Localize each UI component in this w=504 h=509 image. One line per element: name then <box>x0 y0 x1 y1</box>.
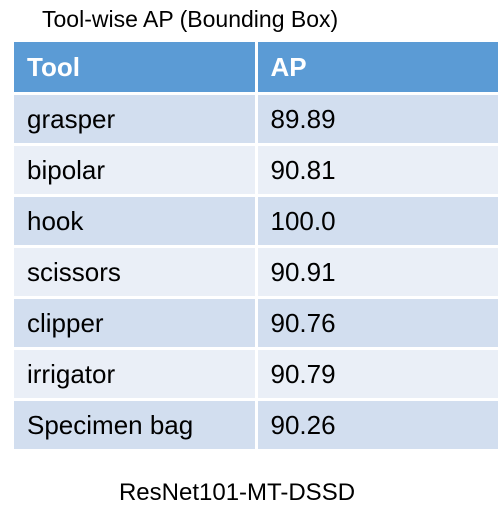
table-row: irrigator 90.79 <box>14 348 498 401</box>
tool-name-cell: Specimen bag <box>14 399 258 452</box>
table-title: Tool-wise AP (Bounding Box) <box>42 6 339 32</box>
tool-name-cell: clipper <box>14 297 258 350</box>
tool-name-cell: hook <box>14 195 258 248</box>
ap-value-cell: 90.81 <box>256 144 498 197</box>
tool-ap-table: Tool AP grasper 89.89 bipolar 90.81 hook 100.… <box>14 42 498 452</box>
ap-value-cell: 89.89 <box>256 93 498 146</box>
ap-value-cell: 100.0 <box>256 195 498 248</box>
ap-value-cell: 90.79 <box>256 348 498 401</box>
table-header-row: Tool AP <box>14 42 498 95</box>
tool-name-cell: irrigator <box>14 348 258 401</box>
column-header-ap: AP <box>256 42 498 95</box>
ap-value-cell: 90.76 <box>256 297 498 350</box>
tool-name-cell: scissors <box>14 246 258 299</box>
tool-name-cell: grasper <box>14 93 258 146</box>
tool-name-cell: bipolar <box>14 144 258 197</box>
table-row: scissors 90.91 <box>14 246 498 299</box>
table-row: hook 100.0 <box>14 195 498 248</box>
model-caption: ResNet101-MT-DSSD <box>118 479 356 506</box>
table-row: bipolar 90.81 <box>14 144 498 197</box>
table-row: clipper 90.76 <box>14 297 498 350</box>
table-row: grasper 89.89 <box>14 93 498 146</box>
ap-value-cell: 90.91 <box>256 246 498 299</box>
ap-value-cell: 90.26 <box>256 399 498 452</box>
table-body: grasper 89.89 bipolar 90.81 hook 100.0 scissor… <box>14 93 498 452</box>
column-header-tool: Tool <box>14 42 258 95</box>
table-row: Specimen bag 90.26 <box>14 399 498 452</box>
